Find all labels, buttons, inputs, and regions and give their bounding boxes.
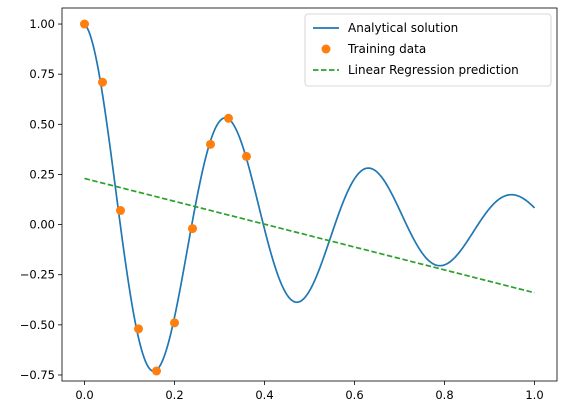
linear-regression-line bbox=[84, 177, 535, 294]
x-axis: 0.0 0.2 0.4 0.6 0.8 1.0 bbox=[75, 381, 544, 402]
x-tick-label: 1.0 bbox=[525, 388, 543, 402]
y-tick-label: 0.75 bbox=[29, 67, 55, 81]
y-axis: −0.75 −0.50 −0.25 0.00 0.25 0.50 0.75 1.00 bbox=[20, 17, 62, 382]
x-tick-label: 0.0 bbox=[75, 388, 93, 402]
series-layer bbox=[80, 19, 536, 376]
x-tick-label: 0.4 bbox=[255, 388, 273, 402]
training-data-point bbox=[80, 19, 89, 29]
legend-training-label: Training data bbox=[347, 42, 426, 56]
training-data-point bbox=[242, 151, 251, 161]
training-data-point bbox=[134, 324, 143, 334]
y-tick-label: −0.50 bbox=[20, 318, 55, 332]
legend-training-marker-icon bbox=[321, 44, 331, 54]
y-tick-label: 0.50 bbox=[29, 117, 55, 131]
plot-area: 0.0 0.2 0.4 0.6 0.8 1.0 −0.75 −0.50 −0.25 0.00 0.… bbox=[20, 7, 558, 402]
y-tick-label: −0.75 bbox=[20, 368, 55, 382]
training-data-point bbox=[98, 77, 107, 87]
y-tick-label: 0.25 bbox=[29, 167, 55, 181]
training-data-point bbox=[116, 206, 125, 216]
analytical-solution-line bbox=[83, 23, 536, 373]
training-data-point bbox=[170, 318, 179, 328]
y-tick-label: 0.00 bbox=[29, 218, 55, 232]
x-tick-label: 0.2 bbox=[165, 388, 183, 402]
training-data-point bbox=[224, 113, 233, 123]
training-data-point bbox=[152, 366, 161, 376]
legend: Analytical solution Training data Linear… bbox=[304, 13, 552, 87]
legend-analytical-label: Analytical solution bbox=[348, 21, 458, 35]
training-data-point bbox=[188, 224, 197, 234]
x-tick-label: 0.6 bbox=[345, 388, 363, 402]
y-tick-label: −0.25 bbox=[20, 268, 55, 282]
plot-frame bbox=[61, 7, 558, 382]
training-data-point bbox=[206, 139, 215, 149]
y-tick-label: 1.00 bbox=[29, 17, 55, 31]
legend-box bbox=[304, 13, 552, 87]
x-tick-label: 0.8 bbox=[435, 388, 453, 402]
legend-regression-label: Linear Regression prediction bbox=[348, 63, 519, 77]
